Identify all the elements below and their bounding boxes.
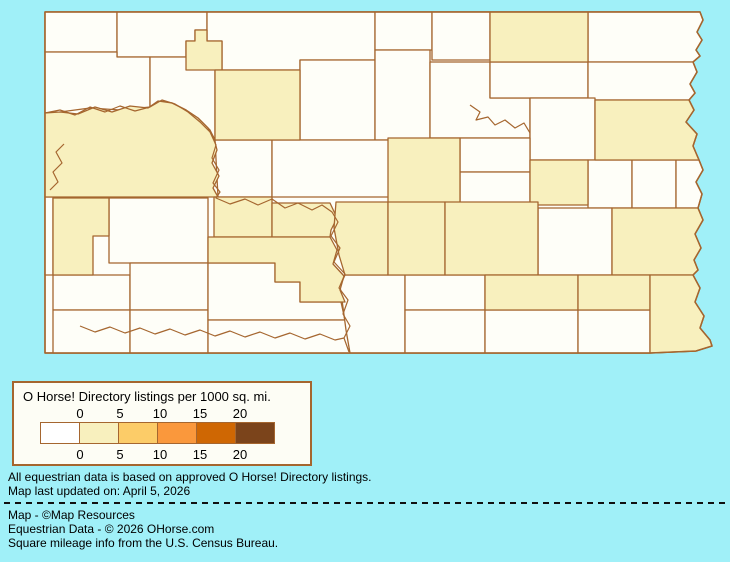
legend: O Horse! Directory listings per 1000 sq.… [12,381,312,466]
river-line [79,325,345,341]
county-region [214,139,273,198]
county-region [537,207,613,276]
county-region [611,207,704,276]
county-region [52,309,131,354]
legend-ramp-cell [157,422,197,444]
legend-tick-label: 0 [76,447,84,462]
county-region [374,49,431,141]
credit-equestrian-data: Equestrian Data - © 2026 OHorse.com [8,522,215,536]
county-region [214,69,301,141]
county-region [44,11,118,53]
county-region [444,201,539,276]
river-line [469,104,531,134]
county-region [207,236,346,303]
county-region [675,159,704,209]
river-line [49,143,65,191]
legend-ticks-bottom: 0 5 10 15 20 [14,447,310,462]
legend-ramp-cell [79,422,119,444]
county-region [44,196,54,276]
county-region [587,11,704,63]
county-region [459,137,531,173]
county-region [484,274,579,311]
county-region [44,51,151,114]
legend-title: O Horse! Directory listings per 1000 sq.… [23,389,271,404]
county-region [431,11,491,61]
county-region [339,274,406,354]
note-last-updated: Map last updated on: April 5, 2026 [8,484,191,498]
county-region [387,137,461,206]
county-region [577,274,651,311]
county-region [129,262,209,311]
legend-ticks-top: 0 5 10 15 20 [14,406,310,421]
county-region [529,97,596,161]
county-region [333,201,389,276]
county-region [489,11,589,63]
legend-tick-label: 15 [192,447,208,462]
legend-tick-label: 15 [192,406,208,421]
legend-tick-label: 20 [232,447,248,462]
county-region [52,274,131,311]
county-region [271,139,391,198]
note-data-source: All equestrian data is based on approved… [8,470,372,484]
county-region [484,309,579,354]
credit-map: Map - ©Map Resources [8,508,135,522]
legend-tick-label: 0 [76,406,84,421]
north-dakota-county-map [44,11,713,354]
county-region [489,61,589,99]
county-region [44,100,220,198]
county-region [529,159,589,206]
legend-tick-label: 5 [116,447,124,462]
legend-color-ramp [40,422,275,444]
dashed-divider [4,502,726,504]
credit-square-mileage: Square mileage info from the U.S. Census… [8,536,279,550]
legend-ramp-cell [118,422,158,444]
county-region [587,159,633,209]
county-region [459,171,531,206]
county-region [587,61,698,101]
county-region [108,197,209,264]
legend-ramp-cell [196,422,236,444]
state-outline [44,11,713,354]
legend-tick-label: 10 [152,447,168,462]
legend-ramp-cell [235,422,275,444]
county-region [299,59,376,141]
county-region [374,11,433,51]
county-region [404,274,486,311]
legend-tick-label: 5 [116,406,124,421]
river-line [44,99,351,353]
county-region [404,309,486,354]
legend-tick-label: 20 [232,406,248,421]
county-region [594,99,700,161]
county-region [577,309,651,354]
county-region [631,159,677,209]
county-region [387,201,446,276]
legend-tick-label: 10 [152,406,168,421]
county-region [52,197,110,276]
legend-ramp-cell [40,422,80,444]
